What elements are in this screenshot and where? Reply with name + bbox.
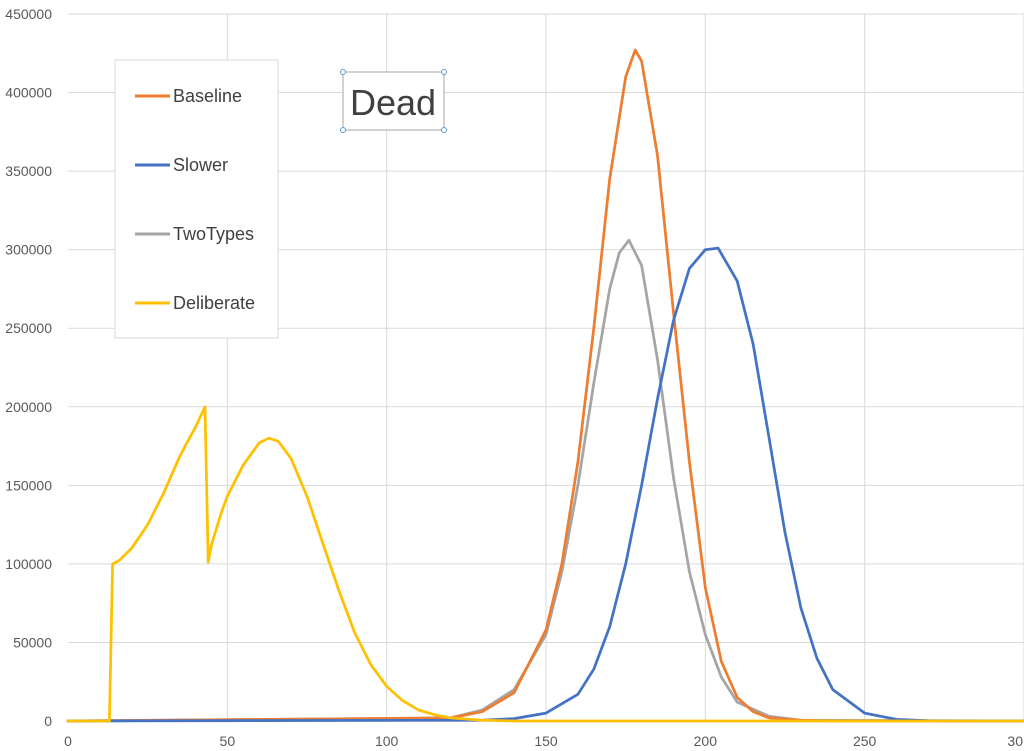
x-tick-label: 50	[220, 733, 236, 749]
series-line-deliberate[interactable]	[66, 405, 1024, 723]
x-tick-label: 200	[694, 733, 718, 749]
y-tick-label: 0	[44, 713, 52, 729]
y-tick-label: 50000	[13, 634, 52, 650]
x-axis-ticks: 0 50 100 150 200 250 30	[64, 733, 1023, 749]
x-tick-label: 30	[1007, 733, 1023, 749]
y-tick-label: 350000	[5, 163, 52, 179]
title-selection-frame	[342, 71, 445, 131]
y-tick-label: 150000	[5, 477, 52, 493]
chart-title-box[interactable]: Dead	[340, 69, 447, 133]
y-tick-label: 100000	[5, 556, 52, 572]
y-tick-label: 200000	[5, 399, 52, 415]
y-axis-ticks: 0 50000 100000 150000 200000 250000 300000 3500…	[5, 6, 52, 729]
selection-handle-bottom-right[interactable]	[441, 127, 447, 133]
y-tick-label: 250000	[5, 320, 52, 336]
y-tick-label: 300000	[5, 242, 52, 258]
legend-label-baseline: Baseline	[173, 86, 242, 106]
series-line-baseline[interactable]	[66, 48, 1024, 723]
x-tick-label: 0	[64, 733, 72, 749]
y-tick-label: 400000	[5, 85, 52, 101]
legend-box	[114, 59, 279, 339]
selection-handle-top-left[interactable]	[340, 69, 346, 75]
x-tick-label: 150	[534, 733, 558, 749]
selection-handle-bottom-left[interactable]	[340, 127, 346, 133]
series-line-slower[interactable]	[66, 246, 1024, 723]
chart-title: Dead	[350, 82, 436, 123]
legend-label-twotypes: TwoTypes	[173, 224, 254, 244]
y-tick-label: 450000	[5, 6, 52, 22]
legend-label-slower: Slower	[173, 155, 228, 175]
legend-label-deliberate: Deliberate	[173, 293, 255, 313]
series-lines	[66, 48, 1024, 723]
legend[interactable]: Baseline Slower TwoTypes Deliberate	[114, 59, 279, 339]
x-tick-label: 100	[375, 733, 399, 749]
selection-handle-top-right[interactable]	[441, 69, 447, 75]
x-tick-label: 250	[853, 733, 877, 749]
